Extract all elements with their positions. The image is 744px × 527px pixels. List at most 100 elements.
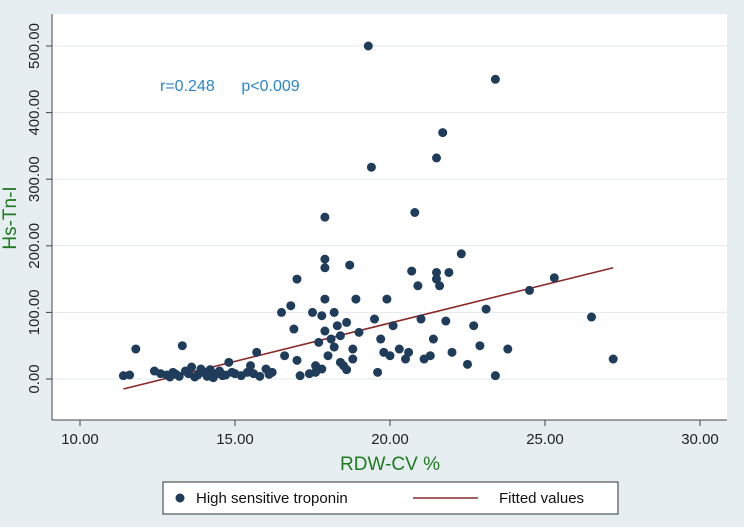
data-point [416,314,426,324]
legend-marker-points [175,493,185,503]
data-point [370,314,379,324]
data-point [320,254,330,264]
data-point [373,367,383,377]
data-point [475,341,485,351]
data-point [404,347,414,357]
data-point [525,285,534,295]
data-point [292,355,302,365]
data-point [320,294,330,304]
data-point [503,344,513,354]
data-point [131,344,141,354]
data-point [348,354,358,364]
data-point [286,301,296,311]
data-point [469,321,479,331]
data-point [308,307,317,317]
data-point [388,321,398,331]
data-point [329,307,339,317]
data-point [317,364,327,374]
data-point [317,311,327,321]
data-point [410,208,420,217]
x-tick-label: 30.00 [681,431,719,448]
data-point [335,331,345,341]
x-tick-label: 10.00 [61,431,99,448]
data-point [432,153,441,163]
data-point [382,294,392,304]
x-tick-label: 20.00 [371,431,409,448]
data-point [190,372,200,382]
data-point [351,294,361,304]
y-axis-title: Hs-Tn-I [0,186,21,249]
data-point [295,371,305,381]
data-point [348,344,358,354]
data-point [490,74,500,84]
x-tick-label: 25.00 [526,431,564,448]
data-point [394,344,404,354]
y-tick-label: 300.00 [26,156,43,202]
data-point [363,41,373,51]
scatter-points-layer [118,41,618,383]
x-axis-title: RDW-CV % [340,454,440,475]
data-point [435,281,445,291]
data-point [246,361,255,371]
data-point [447,347,457,357]
data-point [196,364,206,374]
data-point [413,281,423,291]
data-point [329,342,339,352]
data-point [125,370,135,380]
data-point [425,351,435,361]
data-point [376,334,386,344]
data-point [345,260,355,270]
y-tick-label: 100.00 [26,289,43,335]
data-point [354,327,364,337]
x-tick-label: 15.00 [216,431,254,448]
legend-label-fit: Fitted values [499,490,584,507]
data-point [549,273,559,283]
data-point [320,212,330,222]
data-point [252,347,262,357]
data-point [267,367,277,377]
data-point [456,249,466,259]
legend-box [162,481,619,515]
data-point [385,351,395,361]
y-tick-label: 200.00 [26,223,43,269]
data-point [255,371,265,381]
data-point [224,357,234,367]
data-point [608,354,618,364]
data-point [292,274,302,284]
data-point [323,351,333,361]
legend: High sensitive troponin Fitted values [162,481,619,515]
data-point [441,316,451,326]
data-point [463,359,472,369]
y-axis-ticks: 0.00 100.00 200.00 300.00 400.00 500.00 [26,23,52,394]
data-point [481,304,491,314]
y-tick-label: 0.00 [26,364,43,393]
x-axis-ticks: 10.00 15.00 20.00 25.00 30.00 [61,420,719,448]
data-point [320,326,330,336]
data-point [490,371,500,381]
data-point [289,324,299,334]
y-tick-label: 500.00 [26,23,43,69]
data-point [326,334,336,344]
data-point [280,351,290,361]
data-point [587,312,596,322]
data-point [444,267,454,277]
data-point [407,266,417,276]
data-point [171,369,181,379]
data-point [428,334,438,344]
data-point [342,365,352,375]
data-point [332,321,342,331]
data-point [180,366,190,376]
data-point [314,337,324,347]
legend-label-points: High sensitive troponin [196,490,348,507]
data-point [342,317,352,327]
data-point [438,128,448,138]
y-tick-label: 400.00 [26,90,43,136]
data-point [177,341,187,351]
data-point [320,263,330,273]
data-point [277,307,286,317]
correlation-annotation: r=0.248 p<0.009 [160,78,300,95]
data-point [208,373,218,383]
data-point [366,162,376,172]
data-point [432,267,441,277]
